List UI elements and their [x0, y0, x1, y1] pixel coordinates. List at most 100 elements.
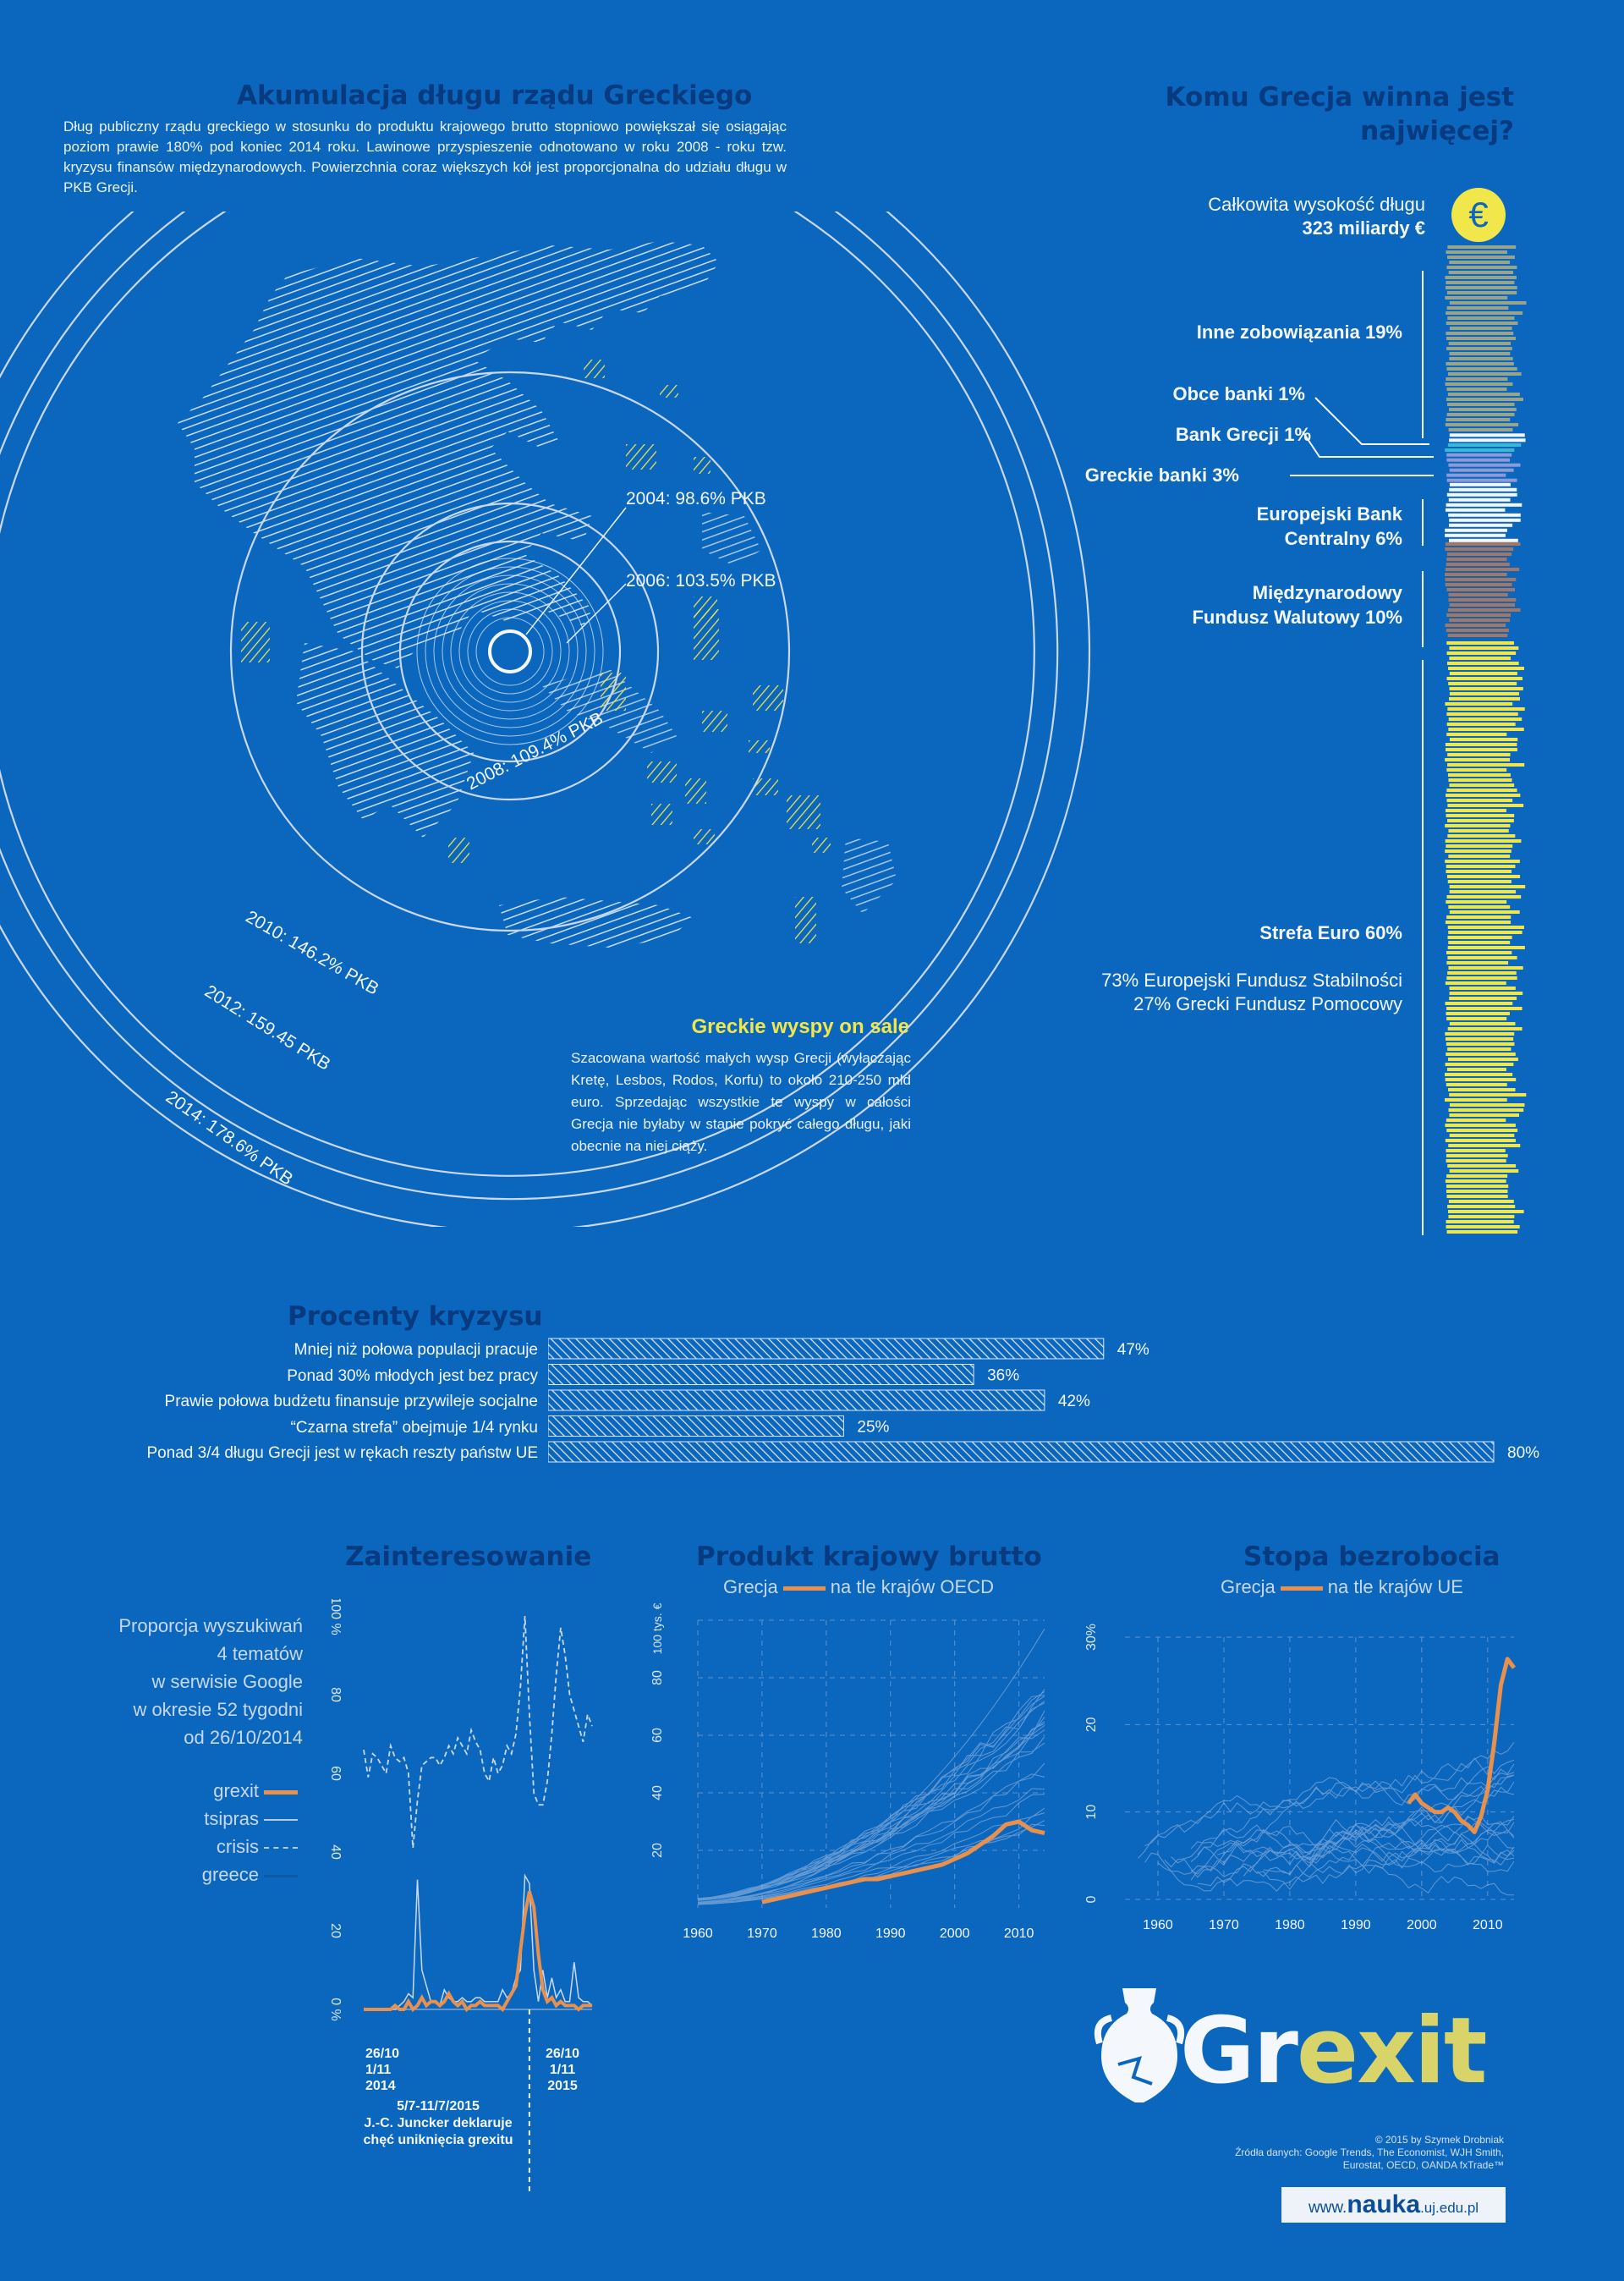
ring-label-2004: 2004: 98.6% PKB	[626, 489, 766, 508]
series-grexit	[364, 1890, 592, 2013]
gdp-ytick-3: 80	[650, 1670, 665, 1685]
interest-title: Zainteresowanie	[345, 1542, 592, 1572]
legend-greece: greece	[127, 1861, 303, 1888]
creditor-segment-4	[1445, 482, 1522, 542]
crisis-bar-0	[548, 1338, 1105, 1360]
total-debt: Całkowita wysokość długu 323 miliardy €	[1100, 193, 1425, 240]
gdp-oecd-lines	[697, 1628, 1045, 1905]
crisis-value-3: 25%	[857, 1419, 889, 1437]
unemp-xtick-5: 2010	[1473, 1918, 1503, 1932]
gdp-xtick-0: 1960	[683, 1926, 713, 1941]
creditor-segment-3	[1446, 453, 1521, 482]
interest-ytick-1: 20	[328, 1923, 343, 1938]
crisis-bar-3	[548, 1415, 844, 1437]
unemp-legend-right: na tle krajów UE	[1327, 1576, 1463, 1597]
ring-2012	[0, 212, 1059, 1201]
crete	[499, 897, 694, 948]
creditor-label-obce-banki: Obce banki 1%	[1172, 383, 1305, 404]
creditor-segment-1	[1449, 433, 1526, 442]
gdp-series-greece	[761, 1819, 1045, 1904]
crisis-label-1: Ponad 30% młodych jest bez pracy	[287, 1366, 538, 1385]
crisis-label-2: Prawie połowa budżetu finansuje przywile…	[164, 1393, 538, 1410]
ring-2004	[398, 540, 622, 763]
interest-desc-2: 4 tematów	[217, 1643, 304, 1664]
crisis-bar-4	[548, 1441, 1495, 1463]
unemployment-legend: Grecja na tle krajów UE	[1221, 1576, 1463, 1598]
interest-desc-3: w serwisie Google	[151, 1671, 303, 1692]
creditor-segment-5	[1445, 542, 1521, 637]
creditors-title-line2: najwięcej?	[1360, 116, 1514, 146]
amphora-icon	[1094, 1988, 1185, 2102]
total-debt-value: 323 miliardy €	[1302, 217, 1425, 239]
nauka-uj-link[interactable]: www.nauka.uj.edu.pl	[1281, 2187, 1506, 2223]
ring-2006	[360, 502, 660, 801]
euro-zone-detail-1: 73% Europejski Fundusz Stabilności	[1101, 970, 1402, 991]
gdp-ylabel: 100 tys. €	[650, 1602, 664, 1654]
unemp-grid	[1125, 1636, 1514, 1900]
interest-desc-1: Proporcja wyszukiwań	[118, 1615, 303, 1636]
unemp-series-greece	[1407, 1657, 1516, 1834]
gdp-ytick-2: 60	[650, 1728, 665, 1743]
credits: © 2015 by Szymek Drobniak Źródła danych:…	[1081, 2134, 1504, 2172]
creditor-label-bank-grecji: Bank Grecji 1%	[1175, 424, 1311, 445]
gdp-xtick-1: 1970	[747, 1926, 777, 1941]
creditor-leader-lines	[1290, 271, 1434, 1235]
unemp-xtick-0: 1960	[1143, 1918, 1173, 1932]
legend-grexit: grexit	[127, 1777, 303, 1805]
gdp-title: Produkt krajowy brutto	[696, 1542, 1042, 1572]
creditor-label-strefa-euro: Strefa Euro 60%	[1259, 922, 1402, 943]
interest-desc-5: od 26/10/2014	[184, 1727, 303, 1748]
creditor-label-ebc: Europejski Bank Centralny 6%	[1257, 502, 1402, 551]
gdp-grid	[697, 1619, 1045, 1908]
crisis-value-1: 36%	[987, 1367, 1019, 1385]
crisis-label-4: Ponad 3/4 długu Grecji jest w rękach res…	[146, 1444, 538, 1462]
small-islands-yellow	[241, 360, 831, 943]
unemp-ytick-0: 0	[1084, 1895, 1099, 1903]
grexit-logo: Grexit	[1180, 1998, 1487, 2104]
crisis-title: Procenty kryzysu	[288, 1301, 543, 1332]
interest-legend: grexit tsipras crisis greece	[127, 1777, 303, 1888]
ring-2010	[0, 212, 1035, 1177]
interest-description: Proporcja wyszukiwań 4 tematów w serwisi…	[85, 1612, 303, 1751]
crisis-value-0: 47%	[1117, 1341, 1149, 1359]
interest-desc-4: w okresie 52 tygodni	[133, 1699, 303, 1720]
greece-mainland	[178, 241, 719, 668]
gdp-xtick-5: 2010	[1004, 1926, 1034, 1941]
interest-x-right: 26/10 1/11 2015	[546, 2047, 580, 2093]
debt-circles	[0, 212, 1090, 1227]
gdp-legend-right: na tle krajów OECD	[830, 1576, 994, 1597]
ring-2008	[229, 371, 791, 932]
unemp-ytick-3: 30%	[1084, 1624, 1099, 1651]
interest-ytick-3: 60	[328, 1766, 343, 1781]
creditor-label-greckie-banki: Greckie banki 3%	[1084, 464, 1239, 486]
unemp-xtick-4: 2000	[1407, 1918, 1437, 1932]
credit-sources-1: Źródła danych: Google Trends, The Econom…	[1235, 2146, 1504, 2158]
creditor-stack-bar	[1445, 245, 1527, 1234]
unemployment-title: Stopa bezrobocia	[1243, 1542, 1501, 1572]
gdp-legend-left: Grecja	[723, 1576, 778, 1597]
debt-description: Dług publiczny rządu greckiego w stosunk…	[63, 118, 787, 195]
unemp-ytick-2: 20	[1084, 1717, 1099, 1732]
interest-ytick-5: 100 %	[328, 1599, 343, 1635]
concentric-fill	[416, 558, 604, 745]
unemp-xtick-1: 1970	[1209, 1918, 1239, 1932]
credit-copyright: © 2015 by Szymek Drobniak	[1374, 2134, 1504, 2146]
gdp-line-chart: 20 40 60 80 100 tys. € 1960 1970 1980 1990 2000 20…	[650, 1602, 1045, 1941]
crisis-label-0: Mniej niż połowa populacji pracuje	[294, 1341, 538, 1359]
interest-x-left: 26/10 1/11 2014	[365, 2047, 400, 2093]
creditors-title: Komu Grecja winna jest najwięcej?	[1057, 80, 1514, 148]
unemp-legend-left: Grecja	[1221, 1576, 1276, 1597]
interest-ytick-0: 0 %	[328, 1998, 343, 2021]
interest-ytick-2: 40	[328, 1844, 343, 1860]
debt-title: Akumulacja długu rządu Greckiego	[237, 80, 753, 111]
crisis-bar-chart: 47% 36% 42% 25% 80%	[548, 1338, 1539, 1463]
peloponnese	[296, 643, 474, 838]
creditor-label-inne: Inne zobowiązania 19%	[1196, 322, 1402, 343]
juncker-note: 5/7-11/7/2015 J.-C. Juncker deklaruje chęć…	[363, 2099, 513, 2147]
creditor-label-ebc-2: Centralny 6%	[1284, 528, 1402, 549]
gdp-xtick-3: 1990	[875, 1926, 906, 1941]
creditor-segment-6	[1445, 641, 1527, 1234]
total-debt-line1: Całkowita wysokość długu	[1208, 194, 1425, 215]
ring-2014	[0, 212, 1090, 1227]
creditor-segment-2	[1445, 443, 1522, 452]
